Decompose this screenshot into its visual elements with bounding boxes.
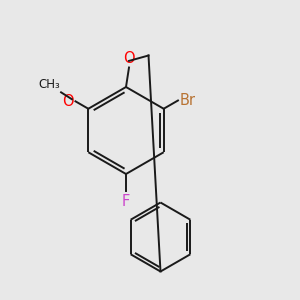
Text: Br: Br xyxy=(179,93,196,108)
Text: F: F xyxy=(122,194,130,208)
Text: CH₃: CH₃ xyxy=(38,78,60,91)
Text: O: O xyxy=(123,51,135,66)
Text: O: O xyxy=(62,94,74,109)
